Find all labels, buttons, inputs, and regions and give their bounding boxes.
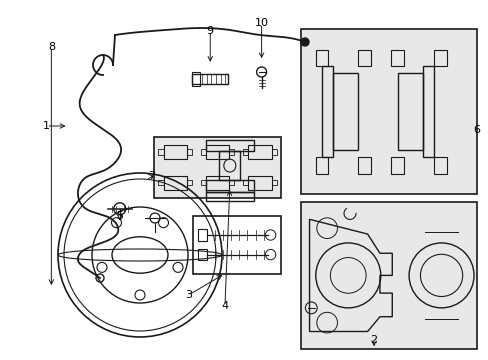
Bar [186, 149, 192, 155]
Bar [201, 149, 205, 155]
Bar [243, 149, 248, 155]
Text: 9: 9 [206, 26, 213, 36]
Bar [198, 229, 207, 241]
Text: 6: 6 [472, 125, 479, 135]
Bar [315, 157, 327, 174]
Bar [390, 157, 403, 174]
Bar [300, 202, 476, 349]
Bar [219, 151, 240, 180]
Bar [248, 176, 271, 190]
Bar [229, 149, 234, 155]
Text: 2: 2 [370, 335, 377, 345]
Text: 7: 7 [148, 171, 155, 181]
Bar [433, 157, 446, 174]
Text: 4: 4 [221, 301, 228, 311]
Text: 8: 8 [48, 42, 55, 52]
Bar [192, 74, 228, 84]
Bar [192, 72, 200, 86]
Bar [358, 157, 370, 174]
Bar [433, 50, 446, 66]
Bar [163, 176, 186, 190]
Text: 10: 10 [254, 18, 268, 28]
Bar [229, 180, 234, 185]
Circle shape [301, 38, 308, 46]
Bar [271, 180, 276, 185]
Bar [271, 149, 276, 155]
Bar [163, 145, 186, 159]
Bar [205, 145, 229, 159]
Bar [332, 73, 358, 150]
Bar [321, 66, 332, 157]
Bar [205, 140, 253, 151]
Bar [248, 145, 271, 159]
Bar [205, 176, 229, 190]
Bar [198, 249, 207, 260]
Bar [422, 66, 433, 157]
Bar [158, 149, 163, 155]
Text: 3: 3 [184, 290, 191, 300]
Bar [201, 180, 205, 185]
Bar [243, 180, 248, 185]
Bar [300, 29, 476, 194]
Bar [154, 137, 281, 198]
Text: 1: 1 [43, 121, 50, 131]
Text: 5: 5 [116, 211, 123, 221]
Bar [397, 73, 422, 150]
Bar [193, 216, 281, 274]
Bar [158, 180, 163, 185]
Bar [315, 50, 327, 66]
Bar [390, 50, 403, 66]
Bar [205, 180, 253, 192]
Bar [186, 180, 192, 185]
Bar [358, 50, 370, 66]
Bar [205, 192, 253, 201]
